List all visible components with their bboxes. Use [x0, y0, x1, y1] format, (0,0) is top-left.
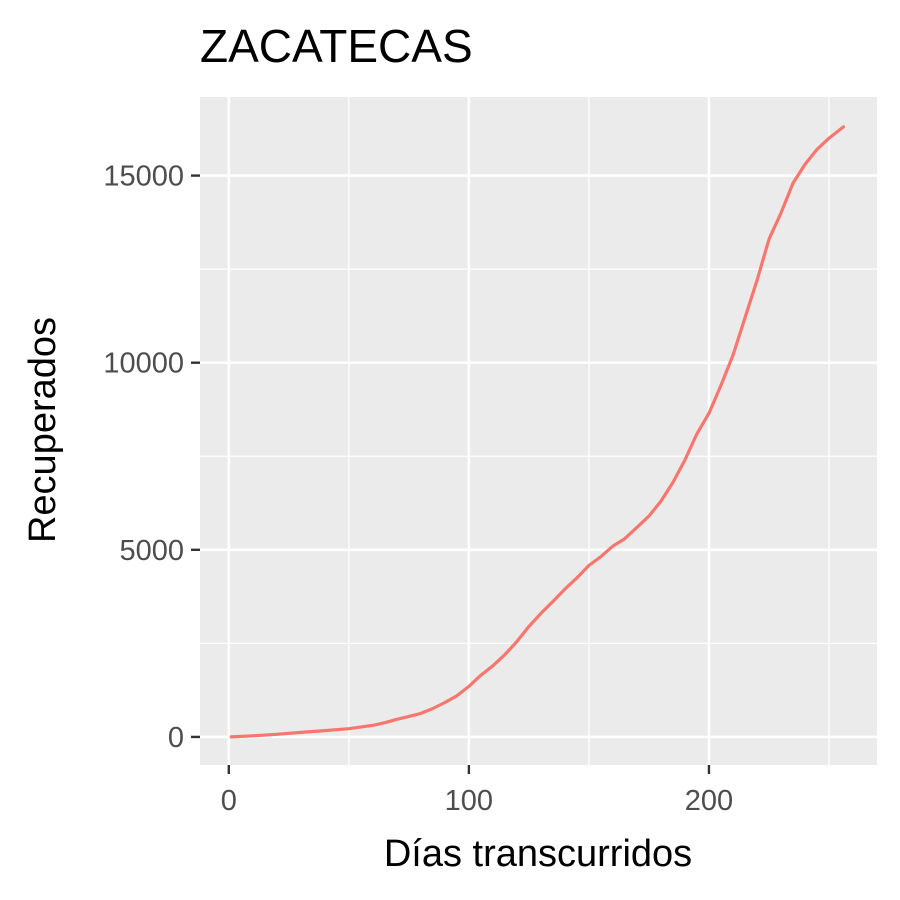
y-axis: 0 5000 10000 15000 — [103, 161, 200, 754]
chart-title: ZACATECAS — [200, 20, 473, 72]
y-tick-label: 0 — [168, 722, 184, 754]
y-tick-label: 15000 — [103, 161, 184, 193]
y-tick-label: 5000 — [119, 535, 184, 567]
x-tick-label: 200 — [685, 785, 733, 817]
y-tick-label: 10000 — [103, 348, 184, 380]
series-layer — [229, 125, 846, 739]
series-line — [229, 125, 846, 739]
x-tick-label: 0 — [221, 785, 237, 817]
plot-panel — [200, 97, 877, 765]
x-axis: 0 100 200 — [221, 765, 733, 817]
major-gridlines — [200, 97, 877, 765]
x-tick-label: 100 — [445, 785, 493, 817]
x-axis-title: Días transcurridos — [384, 833, 692, 875]
y-axis-title: Recuperados — [22, 317, 64, 543]
minor-gridlines — [200, 97, 877, 765]
